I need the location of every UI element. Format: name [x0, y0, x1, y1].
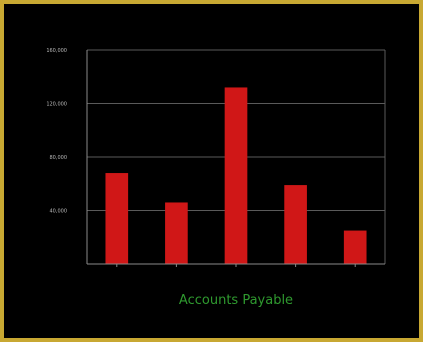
- bar: [105, 173, 129, 264]
- y-tick-label: 160,000: [46, 48, 67, 54]
- y-tick-label: 120,000: [46, 102, 67, 108]
- y-tick-label: 40,000: [50, 209, 68, 215]
- x-axis-label: Accounts Payable: [179, 293, 293, 308]
- bar-chart: 40,000 80,000 120,000 160,000 Accounts Paya…: [46, 48, 386, 308]
- chart-frame: 40,000 80,000 120,000 160,000 Accounts Paya…: [4, 4, 419, 338]
- bar: [284, 185, 307, 264]
- y-tick-labels: 40,000 80,000 120,000 160,000: [46, 48, 67, 215]
- bar: [224, 87, 248, 264]
- bars: [105, 87, 367, 264]
- y-tick-label: 80,000: [50, 155, 68, 161]
- bar: [343, 230, 367, 264]
- bar: [165, 202, 188, 264]
